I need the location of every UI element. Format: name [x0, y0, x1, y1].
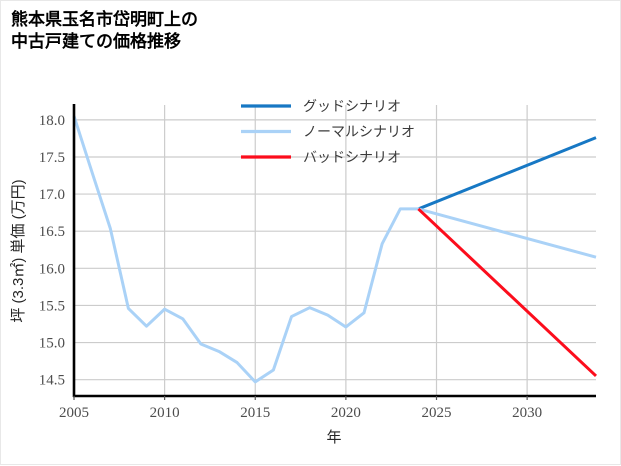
- y-tick-15.5: 15.5: [39, 298, 65, 314]
- x-tick-2010: 2010: [150, 405, 180, 421]
- y-tick-18.0: 18.0: [39, 113, 65, 129]
- series-line-バッドシナリオ: [417, 207, 598, 378]
- chart-title-line1: 熊本県玉名市岱明町上の: [11, 10, 198, 29]
- series-line-グッドシナリオ: [417, 136, 597, 211]
- x-axis-title: 年: [326, 429, 341, 446]
- y-tick-17.0: 17.0: [39, 187, 65, 203]
- x-tick-2020: 2020: [331, 405, 361, 421]
- y-axis-tick-labels: 14.5 15.0 15.5 16.0 16.5 17.0 17.5 18.0: [39, 113, 65, 389]
- legend-label-ノーマルシナリオ: ノーマルシナリオ: [303, 124, 415, 140]
- axis-spines: [72, 104, 596, 398]
- grid-lines: [73, 105, 596, 396]
- x-tick-2005: 2005: [59, 405, 89, 421]
- series-line-ノーマルシナリオ: [72, 115, 597, 384]
- chart-title-line2: 中古戸建ての価格推移: [11, 32, 181, 52]
- x-tick-2030: 2030: [512, 405, 542, 421]
- y-tick-15.0: 15.0: [39, 336, 65, 352]
- data-series-group: [72, 115, 598, 384]
- x-tick-2015: 2015: [240, 405, 270, 421]
- y-axis-title: 坪 (3.3㎡) 単価 (万円): [10, 179, 27, 322]
- page-title: 熊本県玉名市岱明町上の 中古戸建ての価格推移: [11, 9, 431, 54]
- legend-label-バッドシナリオ: バッドシナリオ: [303, 149, 401, 165]
- y-tick-17.5: 17.5: [39, 150, 65, 166]
- y-tick-16.5: 16.5: [39, 224, 65, 240]
- y-tick-16.0: 16.0: [39, 261, 65, 277]
- x-axis-tick-labels: 2005 2010 2015 2020 2025 2030: [59, 396, 542, 421]
- y-tick-14.5: 14.5: [39, 373, 65, 389]
- legend-label-グッドシナリオ: グッドシナリオ: [303, 98, 401, 114]
- x-tick-2025: 2025: [422, 405, 452, 421]
